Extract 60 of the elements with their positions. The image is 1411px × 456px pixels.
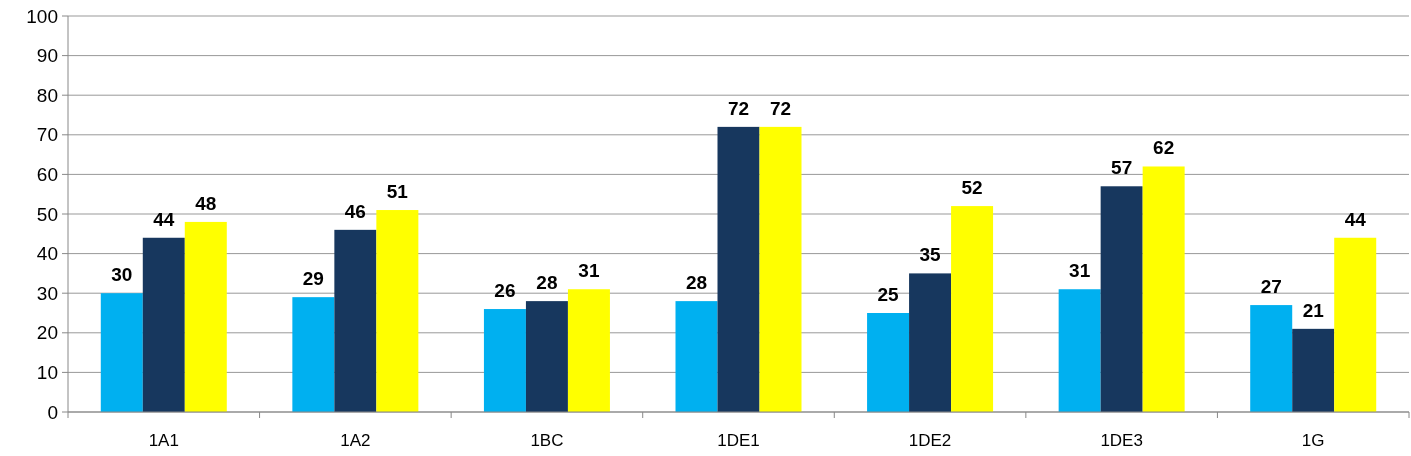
- y-tick-label: 70: [36, 124, 58, 146]
- data-label: 31: [578, 260, 600, 282]
- data-label: 62: [1153, 137, 1175, 159]
- bar: [100, 293, 143, 412]
- data-label: 48: [195, 192, 217, 214]
- data-label: 44: [153, 208, 175, 230]
- bar: [717, 126, 760, 412]
- x-tick-label: 1A1: [148, 431, 179, 450]
- bar: [1058, 289, 1101, 412]
- y-tick-label: 60: [36, 164, 58, 186]
- data-label: 28: [685, 272, 708, 294]
- y-tick-label: 40: [36, 243, 58, 265]
- data-label: 29: [302, 268, 324, 290]
- data-label: 25: [877, 284, 900, 305]
- bar: [525, 301, 568, 412]
- bar: [759, 126, 802, 412]
- y-tick-label: 50: [36, 203, 58, 225]
- bar: [376, 210, 419, 412]
- y-tick-label: 10: [36, 362, 58, 384]
- bar: [184, 221, 227, 412]
- bar: [1334, 237, 1377, 412]
- data-label: 21: [1302, 299, 1325, 321]
- bar: [334, 229, 377, 412]
- bar: [292, 297, 335, 412]
- data-label: 51: [386, 181, 409, 203]
- bar: [1100, 186, 1143, 412]
- data-label: 27: [1260, 276, 1282, 298]
- data-label: 72: [769, 97, 792, 119]
- data-label: 57: [1111, 157, 1133, 179]
- bar: [142, 237, 185, 412]
- data-label: 26: [494, 280, 516, 302]
- data-label: 46: [344, 200, 366, 222]
- data-label: 44: [1344, 208, 1367, 230]
- bar: [909, 273, 952, 412]
- data-label: 72: [727, 97, 750, 119]
- bar: [1292, 328, 1335, 412]
- x-tick-label: 1BC: [530, 431, 564, 450]
- data-label: 30: [111, 264, 133, 286]
- bar: [951, 206, 994, 412]
- data-label: 52: [961, 177, 983, 199]
- data-label: 31: [1069, 260, 1091, 282]
- bar: [567, 289, 610, 412]
- y-tick-label: 0: [47, 401, 58, 423]
- y-tick-label: 100: [26, 5, 58, 27]
- x-tick-label: 1DE2: [908, 431, 952, 450]
- data-label: 35: [919, 244, 942, 266]
- x-tick-label: 1G: [1301, 431, 1325, 450]
- y-tick-label: 80: [36, 84, 58, 106]
- x-tick-label: 1DE3: [1100, 431, 1143, 450]
- x-tick-label: 1DE1: [717, 431, 760, 450]
- y-tick-label: 90: [36, 45, 58, 67]
- bar: [1250, 305, 1293, 412]
- y-tick-label: 30: [36, 282, 58, 304]
- bar: [867, 313, 910, 412]
- x-tick-label: 1A2: [340, 431, 371, 450]
- bar: [483, 309, 526, 412]
- data-label: 28: [536, 272, 558, 294]
- bar: [675, 301, 718, 412]
- bar: [1142, 166, 1185, 412]
- y-tick-label: 20: [36, 322, 58, 344]
